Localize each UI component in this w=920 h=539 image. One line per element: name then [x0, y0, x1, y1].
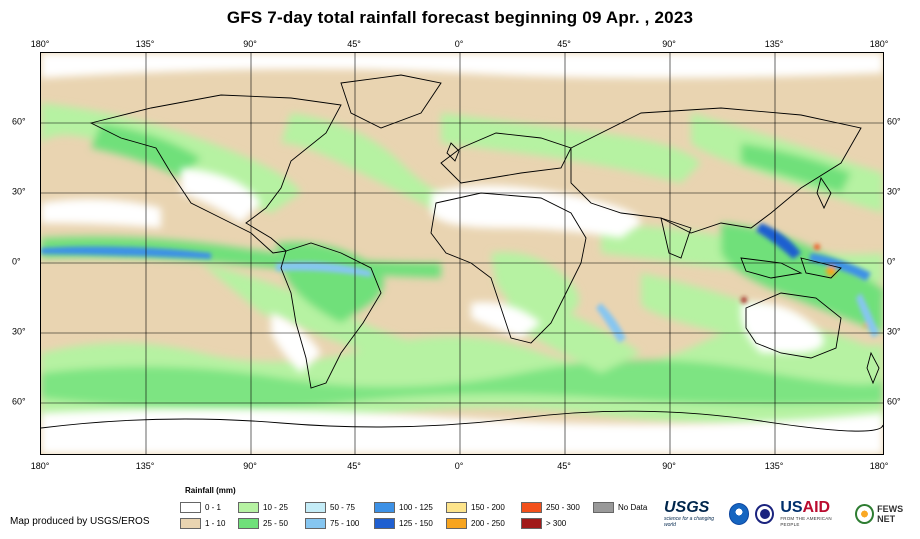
- lon-label-top: 0°: [454, 39, 464, 49]
- fews-net-wordmark: FEWS NET: [877, 504, 904, 524]
- legend-swatch: [238, 501, 259, 513]
- government-seal-icon: [755, 504, 775, 524]
- lon-label-top: 135°: [764, 39, 784, 49]
- legend-item: 0 - 1: [180, 501, 221, 513]
- legend-item: 150 - 200: [446, 501, 505, 513]
- usaid-logo: USAID FROM THE AMERICAN PEOPLE: [780, 500, 847, 528]
- lat-label-right: 30°: [887, 326, 901, 337]
- legend-swatch: [446, 517, 467, 529]
- lon-label-top: 45°: [347, 39, 361, 49]
- legend-swatch: [305, 517, 326, 529]
- lon-label-top: 90°: [662, 39, 676, 49]
- legend-item: 1 - 10: [180, 517, 225, 529]
- lon-label-top: 90°: [243, 39, 257, 49]
- legend-swatch: [305, 501, 326, 513]
- lon-label-bottom: 45°: [347, 461, 361, 471]
- legend: 0 - 1 1 - 10 10 - 25 25 - 50 50 - 75 75 …: [180, 501, 660, 531]
- legend-item: 125 - 150: [374, 517, 433, 529]
- usaid-tagline: FROM THE AMERICAN PEOPLE: [780, 516, 832, 527]
- lat-label-left: 60°: [12, 396, 26, 407]
- lat-label-right: 30°: [887, 186, 901, 197]
- agency-logos: USGS science for a changing world USAID …: [664, 499, 920, 529]
- legend-title: Rainfall (mm): [185, 486, 236, 495]
- legend-swatch: [180, 517, 201, 529]
- legend-label: > 300: [546, 518, 567, 528]
- legend-swatch: [238, 517, 259, 529]
- legend-label: 125 - 150: [399, 518, 433, 528]
- lat-label-left: 0°: [12, 256, 21, 267]
- legend-label: 100 - 125: [399, 502, 433, 512]
- legend-item: 200 - 250: [446, 517, 505, 529]
- lat-label-left: 30°: [12, 186, 26, 197]
- lat-label-left: 30°: [12, 326, 26, 337]
- lon-label-top: 45°: [557, 39, 571, 49]
- legend-label: 0 - 1: [205, 502, 222, 512]
- legend-item: 10 - 25: [238, 501, 288, 513]
- legend-swatch: [593, 501, 614, 513]
- lat-label-left: 60°: [12, 116, 26, 127]
- fews-net-icon: [855, 504, 875, 524]
- lon-label-bottom: 180°: [30, 461, 50, 471]
- legend-label: 75 - 100: [330, 518, 360, 528]
- legend-swatch: [374, 501, 395, 513]
- usgs-logo: USGS science for a changing world: [664, 499, 723, 529]
- lat-label-right: 60°: [887, 116, 901, 127]
- noaa-logo-icon: [728, 503, 750, 525]
- legend-label: 200 - 250: [471, 518, 505, 528]
- lon-label-top: 135°: [135, 39, 155, 49]
- legend-item: No Data: [593, 501, 647, 513]
- rainfall-map: [40, 52, 884, 455]
- usgs-tagline: science for a changing world: [664, 516, 715, 528]
- usaid-us: US: [780, 499, 803, 516]
- usgs-wordmark: USGS: [664, 499, 710, 516]
- legend-label: 25 - 50: [263, 518, 288, 528]
- legend-label: No Data: [618, 502, 648, 512]
- lon-label-bottom: 0°: [454, 461, 464, 471]
- legend-label: 150 - 200: [471, 502, 505, 512]
- legend-swatch: [521, 517, 542, 529]
- lon-label-bottom: 135°: [764, 461, 784, 471]
- graticule: [41, 53, 883, 454]
- lon-label-top: 180°: [30, 39, 50, 49]
- legend-item: 50 - 75: [305, 501, 355, 513]
- lon-label-bottom: 90°: [243, 461, 257, 471]
- lon-label-bottom: 90°: [662, 461, 676, 471]
- rainfall-map-canvas: [41, 53, 883, 454]
- legend-swatch: [446, 501, 467, 513]
- legend-label: 250 - 300: [546, 502, 580, 512]
- lon-label-bottom: 180°: [869, 461, 889, 471]
- lon-label-top: 180°: [869, 39, 889, 49]
- legend-swatch: [180, 501, 201, 513]
- legend-item: 100 - 125: [374, 501, 433, 513]
- legend-label: 10 - 25: [263, 502, 288, 512]
- rain-0-1-dry-zones: [41, 53, 883, 454]
- legend-swatch: [374, 517, 395, 529]
- usaid-wordmark: USAID: [780, 500, 847, 516]
- lat-label-right: 0°: [887, 256, 896, 267]
- producer-credit: Map produced by USGS/EROS: [10, 516, 150, 527]
- legend-label: 50 - 75: [330, 502, 355, 512]
- fews-net-logo: FEWS NET: [855, 504, 920, 524]
- legend-swatch: [521, 501, 542, 513]
- map-title: GFS 7-day total rainfall forecast beginn…: [226, 8, 694, 27]
- legend-item: 250 - 300: [521, 501, 580, 513]
- legend-label: 1 - 10: [205, 518, 226, 528]
- legend-item: > 300: [521, 517, 566, 529]
- rain-heavy-spots: [41, 223, 879, 343]
- legend-item: 75 - 100: [305, 517, 359, 529]
- lat-label-right: 60°: [887, 396, 901, 407]
- lon-label-bottom: 135°: [135, 461, 155, 471]
- legend-item: 25 - 50: [238, 517, 288, 529]
- usaid-aid: AID: [802, 499, 831, 516]
- lon-label-bottom: 45°: [557, 461, 571, 471]
